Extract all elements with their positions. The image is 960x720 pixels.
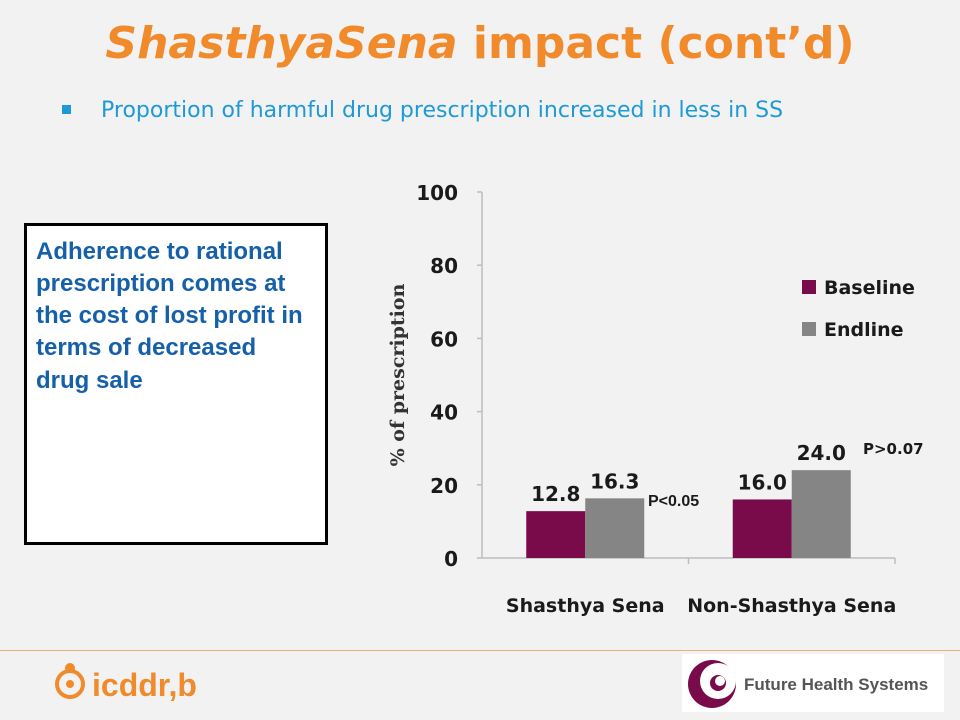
footer-divider [0, 650, 960, 651]
data-label: 24.0 [797, 441, 846, 465]
y-axis-label: % of prescription [387, 283, 409, 466]
bullet-point: Proportion of harmful drug prescription … [62, 98, 783, 123]
data-label: 16.0 [738, 470, 787, 494]
bar-endline-0 [585, 498, 645, 558]
data-label: 16.3 [590, 469, 639, 493]
fhs-crescent-icon [688, 660, 736, 708]
icddrb-logo-text: icddr,b [92, 667, 197, 703]
title-rest: impact (cont’d) [457, 18, 855, 69]
y-tick-label: 60 [430, 327, 458, 351]
future-health-systems-logo: Future Health Systems [682, 654, 944, 712]
y-tick-label: 100 [416, 181, 458, 205]
callout-text: Adherence to rational prescription comes… [36, 238, 303, 394]
y-tick-label: 0 [444, 547, 458, 571]
square-bullet-icon [62, 104, 71, 114]
title-italic: ShasthyaSena [105, 18, 458, 69]
category-label: Non-Shasthya Sena [687, 595, 896, 617]
y-tick-label: 80 [430, 254, 458, 278]
data-label: 12.8 [531, 482, 580, 506]
legend-label: Baseline [824, 277, 915, 299]
legend-swatch-endline [802, 322, 816, 336]
bar-endline-1 [791, 470, 851, 558]
annotation-p-value: P>0.07 [863, 440, 924, 458]
callout-box: Adherence to rational prescription comes… [24, 223, 328, 545]
fhs-logo-text: Future Health Systems [744, 675, 928, 694]
icddrb-emblem-icon [55, 663, 85, 699]
slide-title: ShasthyaSena impact (cont’d) [0, 18, 960, 69]
bar-baseline-1 [732, 499, 792, 558]
category-label: Shasthya Sena [506, 595, 665, 617]
bullet-text: Proportion of harmful drug prescription … [101, 98, 784, 123]
legend-label: Endline [824, 319, 904, 341]
y-tick-label: 20 [430, 474, 458, 498]
y-tick-label: 40 [430, 401, 458, 425]
bar-baseline-0 [526, 511, 586, 558]
annotation-p-value: P<0.05 [648, 493, 699, 510]
bar-chart: 0 20 40 60 80 100 % of prescription 12.8 16.3 Sha… [387, 181, 924, 617]
legend-swatch-baseline [802, 280, 816, 294]
icddrb-logo: icddr,b [55, 663, 197, 703]
